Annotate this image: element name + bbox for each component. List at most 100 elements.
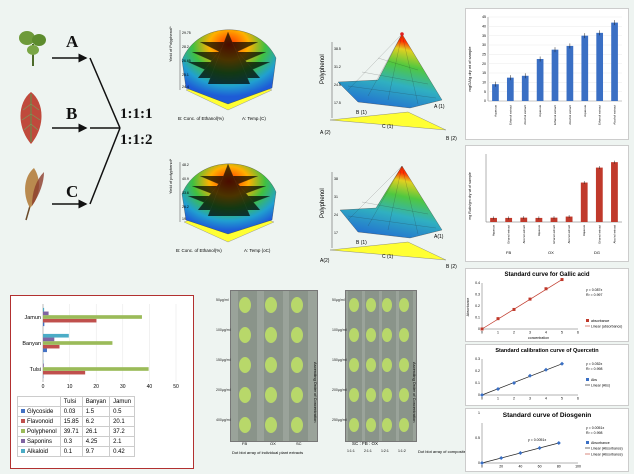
mixture2-ztick: 17: [334, 231, 338, 235]
bar: [490, 217, 497, 222]
bar: [43, 341, 113, 345]
series-label-cell: Alkaloid: [17, 446, 61, 457]
bar: [492, 84, 499, 101]
polyphenol-bar-chart: mgGA/g dry wt of sample 0 5 10 15 20 25 30 35 40…: [465, 8, 629, 140]
data-point: [518, 451, 523, 455]
y-tick-label: 0: [478, 393, 480, 397]
mixture2-ztick: 38: [334, 177, 338, 181]
y-tick-label: 0.4: [475, 281, 480, 285]
mixture2-vertex: B (1): [356, 240, 367, 246]
x-tick-label: 2: [513, 397, 515, 401]
dot-blot-individual-extracts: [230, 290, 318, 442]
tlc-spot: [349, 298, 359, 312]
x-tick-label: Ethanol extract: [507, 225, 511, 244]
dot-blot-composites: [345, 290, 417, 442]
series-label-cell: Glycoside: [17, 406, 61, 417]
x-tick-label: Alcohol extract: [523, 105, 527, 125]
data-point: [499, 456, 504, 460]
tlc-spot: [398, 298, 409, 312]
y-tick-label: 0: [478, 461, 480, 465]
std-curve-diosgenin: Standard curve of Diosgenin y = 0.0051x …: [465, 408, 629, 472]
y-tick-label: 0.3: [475, 357, 480, 361]
response-surface-1: Yield of Polyphenol* 29.75 28.2 26.65 25…: [168, 10, 288, 130]
phytochemical-table: Tulsi Banyan Jamun Glycoside 0.03 1.5 0.5 Fl…: [17, 396, 136, 457]
ratio-1-1-1: 1:1:1: [120, 106, 153, 122]
x-tick-label: Ethanol extract: [553, 105, 557, 125]
tlc-spot: [382, 358, 392, 372]
data-point: [480, 461, 484, 465]
bar: [43, 348, 47, 353]
bar-blue-ylabel: mgGA/g dry wt of sample: [467, 46, 472, 92]
table-cell: 37.2: [109, 426, 136, 437]
tlc1-axis-label: Ascending Order of Concentration: [313, 362, 318, 423]
y-tick-label: 0.1: [475, 316, 480, 320]
bar: [611, 22, 618, 101]
tlc-spot: [382, 418, 392, 432]
surface2-ylabel: B: Conc. of Ethanol(%): [176, 248, 222, 253]
tlc-spot: [239, 417, 251, 433]
x-tick-label: 50: [173, 384, 179, 390]
tlc-spot: [265, 297, 277, 313]
surface1-ztick: 25.1: [182, 73, 189, 77]
phytochemical-comparison-box: Tulsi Banyan Jamun 0 10 20 30 40 50 Tulsi Banya…: [10, 295, 194, 469]
bar-red-ylabel: mg Rutin/gm dry wt of sample: [468, 172, 472, 220]
bar: [611, 162, 618, 222]
tlc2-conc: 100µg/ml: [332, 328, 347, 332]
table-cell: 0.1: [59, 446, 83, 457]
tlc-spot: [291, 327, 303, 343]
mixture1-ztick: 24.5: [334, 83, 341, 87]
category-label: Jamun: [24, 315, 41, 321]
table-cell: 0.3: [59, 436, 83, 447]
bar: [43, 333, 69, 338]
x-tick-label: Aqueous: [538, 105, 542, 117]
diosgenin-r2: R² = 0.998: [586, 431, 602, 435]
table-cell: 0.42: [109, 446, 136, 457]
table-row: Polyphenol 39.71 26.1 37.2: [17, 426, 136, 437]
bar: [43, 318, 97, 323]
bar: [43, 322, 45, 327]
x-tick-label: Aqueous: [582, 224, 586, 236]
tlc1-conc-labels: 50µg/ml 100µg/ml 150µg/ml 200µg/ml 400µg…: [216, 290, 230, 440]
tlc-spot: [365, 418, 376, 432]
table-cell: 9.7: [81, 446, 111, 457]
bar: [580, 182, 588, 222]
tlc-spot: [239, 387, 251, 403]
y-tick-label: 0.3: [475, 293, 480, 297]
group-label-fb: FB: [506, 250, 511, 255]
mixture1-vertex: A (1): [434, 104, 445, 110]
tlc-spot: [382, 298, 392, 312]
x-tick-label: Aqueous: [537, 224, 541, 236]
tlc2-axis: Ascending Order of Concentration: [412, 300, 423, 430]
data-point: [496, 317, 500, 321]
tlc-spot: [382, 388, 392, 402]
tlc-spot: [365, 298, 376, 312]
surface1-ztick: 24.4: [182, 85, 189, 89]
flow-label-a: A: [66, 32, 79, 51]
diosgenin-point-label: y = 0.0051x: [528, 438, 546, 442]
table-cell: 0.5: [109, 406, 136, 417]
bar: [551, 49, 559, 101]
series-name: Polyphenol: [27, 428, 57, 435]
table-header-cell: Jamun: [109, 396, 136, 407]
series-name: Glycoside: [27, 408, 54, 415]
table-header-cell: Banyan: [81, 396, 111, 407]
bar: [43, 344, 60, 349]
surface2-xlabel: A: Temp (oC): [244, 248, 271, 253]
x-tick-label: Alcohol extract: [613, 105, 617, 125]
gallic-legend: Linear (absorbance): [591, 325, 622, 329]
diosgenin-title: Standard curve of Diosgenin: [502, 412, 592, 419]
data-point: [512, 307, 516, 311]
x-tick-label: 40: [518, 465, 522, 469]
tlc-spot: [265, 417, 277, 433]
std-curve-quercetin: Standard calibration curve of Quercetin …: [465, 344, 629, 406]
tlc-spot: [382, 328, 392, 342]
data-point: [560, 278, 564, 282]
tlc-spot: [349, 418, 359, 432]
bar: [43, 363, 44, 368]
data-point: [544, 287, 548, 291]
data-point: [528, 373, 532, 378]
table-cell: 26.1: [81, 426, 111, 437]
tlc-spot: [398, 328, 409, 342]
tlc-spot: [365, 328, 376, 342]
tlc2-conc: 200µg/ml: [332, 388, 347, 392]
